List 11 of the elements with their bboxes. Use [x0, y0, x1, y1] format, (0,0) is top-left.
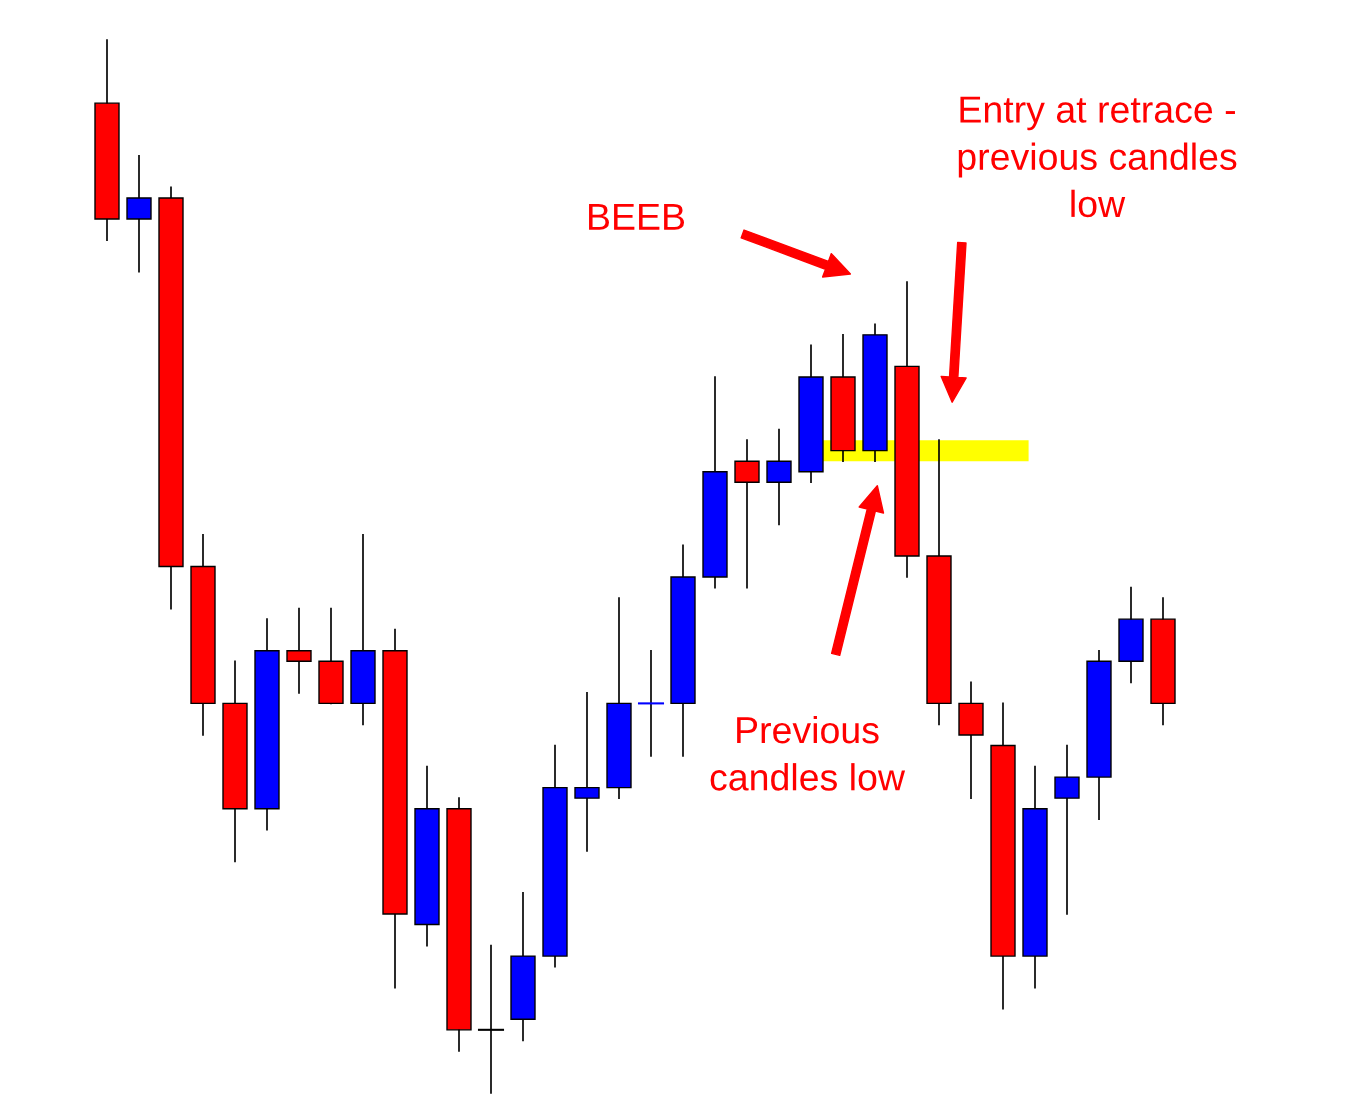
- annotation: Previous candles low: [710, 715, 906, 791]
- candlestick: [574, 692, 600, 852]
- annotation: Entry at retrace - previous candles low: [958, 96, 1237, 218]
- candlestick: [1054, 744, 1080, 915]
- candlestick: [286, 607, 312, 694]
- candlestick: [766, 428, 792, 526]
- annotation: BEEB: [589, 203, 685, 230]
- candlestick: [126, 154, 152, 273]
- candlestick: [637, 649, 665, 757]
- candlestick: [477, 944, 505, 1094]
- candlestick: [734, 439, 760, 589]
